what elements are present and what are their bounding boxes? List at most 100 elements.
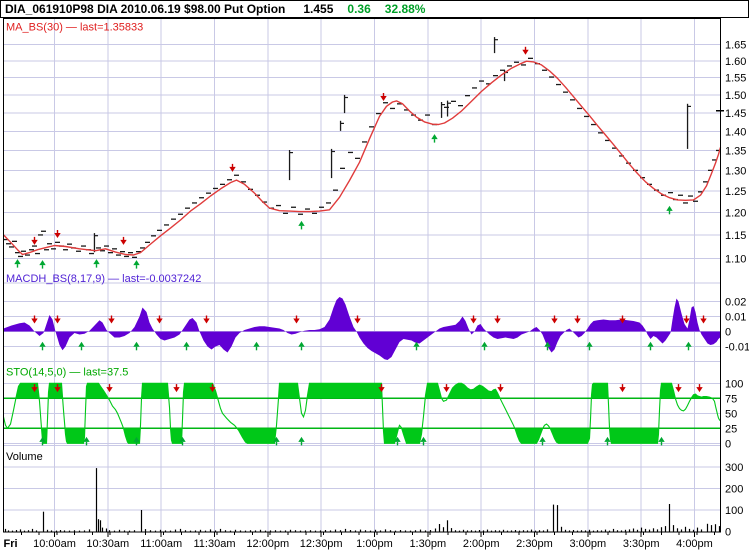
volume-bar [429, 530, 432, 532]
sell-arrow-icon [231, 163, 234, 168]
buy-arrow-icon [481, 341, 488, 347]
price-axis-tick: 1.20 [725, 207, 746, 219]
buy-arrow-icon [300, 346, 303, 351]
price-tick-mark [100, 250, 105, 252]
sell-arrow-icon [106, 387, 113, 393]
price-tick-mark [333, 189, 338, 191]
volume-bar [394, 530, 397, 532]
price-tick-mark [76, 250, 81, 252]
sto-axis-tick: 25 [725, 423, 737, 435]
sell-arrow-icon [494, 318, 501, 324]
price-tick-mark [21, 250, 26, 252]
volume-bar [299, 530, 302, 532]
buy-arrow-icon [586, 341, 593, 347]
price-tick-mark [712, 159, 717, 161]
price-tick-mark [319, 206, 324, 208]
sell-arrow-icon [702, 315, 705, 319]
volume-bar [179, 528, 182, 532]
price-tick-mark [199, 197, 204, 199]
sell-arrow-icon [683, 318, 690, 324]
price-tick-mark [29, 249, 34, 251]
volume-bar [510, 530, 513, 532]
time-axis-label: 1:00pm [356, 538, 393, 550]
buy-arrow-icon [133, 260, 140, 266]
price-tick-mark [577, 107, 582, 110]
price-tick-mark [708, 169, 713, 171]
price-tick-mark [348, 151, 353, 154]
chart-canvas: 1.65 1.60 1.55 1.50 1.45 1.40 1.35 1.30 1.25 1.20… [0, 18, 749, 550]
volume-bar [542, 530, 545, 532]
sell-arrow-icon [619, 318, 626, 324]
sell-arrow-icon [380, 96, 387, 102]
price-range-bar [339, 120, 342, 131]
price-tick-mark [688, 195, 693, 197]
buy-arrow-icon [135, 265, 138, 269]
buy-arrow-icon [298, 220, 305, 226]
volume-bar [369, 530, 372, 532]
price-tick-mark [171, 218, 176, 220]
price-tick-mark [619, 155, 624, 157]
volume-bar [199, 529, 202, 532]
price-tick-mark [556, 83, 561, 86]
volume-bar [664, 526, 667, 532]
buy-arrow-icon [133, 341, 140, 347]
volume-bar [189, 530, 192, 532]
volume-bar [596, 530, 599, 532]
sto-axis-tick: 100 [725, 378, 743, 390]
volume-bar [454, 530, 457, 532]
price-tick-mark [444, 106, 449, 108]
buy-arrow-icon [273, 436, 280, 442]
price-tick-mark [67, 243, 72, 245]
volume-bar [239, 530, 242, 532]
price-tick-mark [570, 99, 575, 101]
volume-bar [466, 530, 469, 532]
time-axis-label: 10:00am [33, 538, 76, 550]
price-tick-mark [6, 243, 11, 245]
volume-bar [294, 530, 297, 532]
sto-axis-tick: 75 [725, 393, 737, 405]
price-tick-mark [678, 194, 683, 196]
volume-bar [184, 530, 187, 532]
buy-arrow-icon [420, 436, 427, 442]
price-range-bar [330, 148, 333, 179]
price-tick-mark [9, 246, 14, 248]
price-tick-mark [486, 83, 491, 85]
buy-arrow-icon [539, 436, 546, 442]
buy-arrow-icon [185, 346, 188, 351]
volume-bar [486, 529, 489, 532]
volume-bar [506, 530, 509, 532]
volume-bars [4, 468, 721, 532]
volume-panel-label: Volume [6, 451, 43, 463]
volume-bar [676, 528, 679, 532]
signal-arrows [14, 46, 707, 446]
volume-bar [46, 529, 49, 532]
volume-bar [632, 528, 635, 532]
volume-bar [229, 530, 232, 532]
price-tick-mark [262, 201, 267, 203]
price-tick-mark [563, 91, 568, 93]
price-tick-mark [255, 194, 260, 196]
price-tick-mark [213, 187, 218, 190]
sell-arrow-icon [354, 318, 361, 324]
price-range-bar-tick [447, 102, 451, 104]
volume-bar [518, 530, 521, 532]
price-range-bar-tick [340, 122, 344, 124]
volume-bar [482, 530, 485, 532]
time-axis-label: 11:00am [140, 538, 182, 550]
buy-arrow-icon [41, 441, 44, 446]
volume-bar [15, 530, 18, 532]
buy-arrow-icon [95, 264, 98, 268]
volume-bar [83, 530, 86, 532]
price-tick-mark [112, 248, 117, 250]
buy-arrow-icon [668, 210, 671, 215]
volume-bar [169, 530, 172, 532]
volume-bar [564, 529, 567, 532]
price-tick-mark [32, 245, 37, 247]
buy-arrow-icon [253, 341, 260, 347]
volume-bar [55, 530, 58, 532]
sell-arrow-icon [175, 384, 178, 388]
volume-bar [97, 519, 100, 532]
sto-line [2, 382, 721, 444]
price-axis-tick: 1.15 [725, 230, 746, 242]
